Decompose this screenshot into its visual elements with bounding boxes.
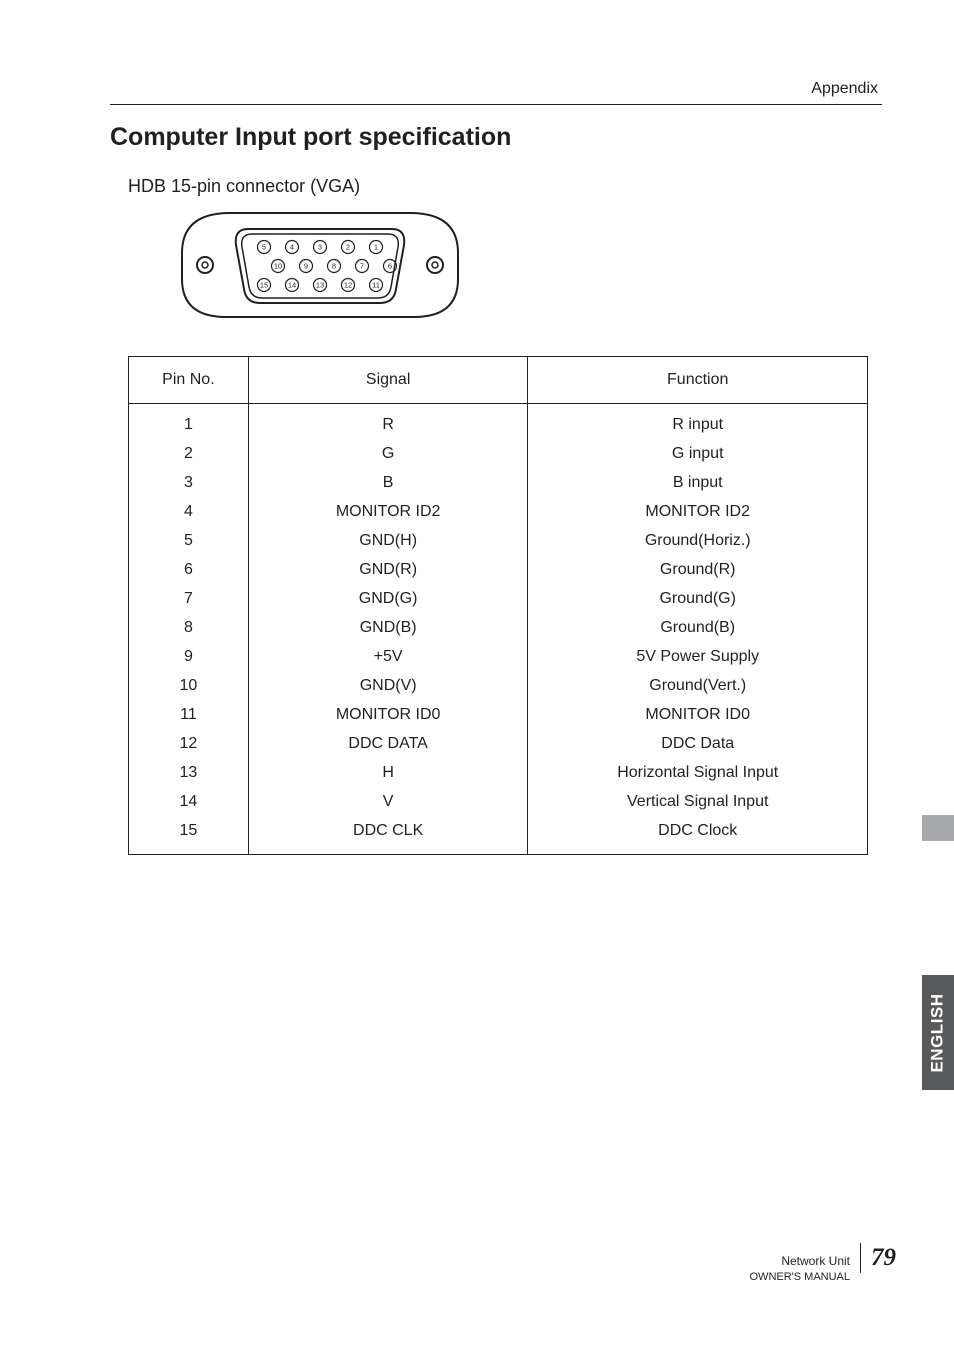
page: Appendix Computer Input port specificati…	[0, 0, 954, 1352]
cell-signal: GND(B)	[248, 614, 528, 643]
table-row: 14VVertical Signal Input	[129, 788, 868, 817]
table-header-row: Pin No. Signal Function	[129, 357, 868, 404]
table-row: 13HHorizontal Signal Input	[129, 759, 868, 788]
cell-function: G input	[528, 440, 868, 469]
cell-pin: 6	[129, 556, 249, 585]
header-section-label: Appendix	[110, 80, 882, 104]
cell-signal: B	[248, 469, 528, 498]
svg-text:2: 2	[346, 243, 350, 252]
svg-text:5: 5	[262, 243, 266, 252]
language-tab: ENGLISH	[922, 975, 954, 1090]
table-row: 4MONITOR ID2MONITOR ID2	[129, 498, 868, 527]
cell-function: Horizontal Signal Input	[528, 759, 868, 788]
side-tab-marker	[922, 815, 954, 841]
cell-signal: GND(V)	[248, 672, 528, 701]
cell-pin: 5	[129, 527, 249, 556]
svg-text:6: 6	[388, 262, 392, 271]
cell-pin: 12	[129, 730, 249, 759]
svg-text:7: 7	[360, 262, 364, 271]
cell-function: Vertical Signal Input	[528, 788, 868, 817]
table-row: 8GND(B)Ground(B)	[129, 614, 868, 643]
cell-signal: R	[248, 404, 528, 440]
cell-signal: DDC CLK	[248, 817, 528, 855]
svg-text:14: 14	[288, 281, 296, 290]
cell-pin: 2	[129, 440, 249, 469]
table-row: 6GND(R)Ground(R)	[129, 556, 868, 585]
cell-signal: MONITOR ID0	[248, 701, 528, 730]
vga-svg: 5 4 3 2 1 10 9 8 7 6 15 14 13 12 11	[170, 207, 470, 323]
cell-signal: V	[248, 788, 528, 817]
cell-function: MONITOR ID0	[528, 701, 868, 730]
cell-function: Ground(R)	[528, 556, 868, 585]
table-row: 9+5V5V Power Supply	[129, 643, 868, 672]
cell-pin: 9	[129, 643, 249, 672]
table-row: 1RR input	[129, 404, 868, 440]
col-header-pin: Pin No.	[129, 357, 249, 404]
page-footer: Network Unit 79 OWNER'S MANUAL	[750, 1243, 897, 1284]
col-header-signal: Signal	[248, 357, 528, 404]
cell-function: Ground(B)	[528, 614, 868, 643]
cell-signal: DDC DATA	[248, 730, 528, 759]
cell-signal: G	[248, 440, 528, 469]
cell-pin: 1	[129, 404, 249, 440]
cell-function: 5V Power Supply	[528, 643, 868, 672]
pinout-table: Pin No. Signal Function 1RR input2GG inp…	[128, 356, 868, 855]
cell-function: R input	[528, 404, 868, 440]
cell-signal: GND(G)	[248, 585, 528, 614]
cell-signal: GND(R)	[248, 556, 528, 585]
cell-function: DDC Clock	[528, 817, 868, 855]
svg-text:4: 4	[290, 243, 294, 252]
svg-text:11: 11	[372, 281, 380, 290]
table-row: 2GG input	[129, 440, 868, 469]
cell-pin: 3	[129, 469, 249, 498]
svg-text:1: 1	[374, 243, 378, 252]
svg-text:15: 15	[260, 281, 268, 290]
table-row: 15DDC CLKDDC Clock	[129, 817, 868, 855]
svg-text:10: 10	[274, 262, 282, 271]
cell-function: DDC Data	[528, 730, 868, 759]
table-row: 11MONITOR ID0MONITOR ID0	[129, 701, 868, 730]
cell-function: Ground(G)	[528, 585, 868, 614]
page-number: 79	[871, 1243, 896, 1273]
cell-pin: 15	[129, 817, 249, 855]
table-row: 10GND(V)Ground(Vert.)	[129, 672, 868, 701]
language-label: ENGLISH	[928, 993, 948, 1072]
table-row: 5GND(H)Ground(Horiz.)	[129, 527, 868, 556]
cell-signal: H	[248, 759, 528, 788]
cell-pin: 14	[129, 788, 249, 817]
cell-pin: 4	[129, 498, 249, 527]
page-title: Computer Input port specification	[110, 123, 882, 152]
cell-pin: 7	[129, 585, 249, 614]
cell-pin: 8	[129, 614, 249, 643]
connector-subtitle: HDB 15-pin connector (VGA)	[128, 176, 882, 197]
cell-pin: 13	[129, 759, 249, 788]
cell-function: MONITOR ID2	[528, 498, 868, 527]
cell-pin: 11	[129, 701, 249, 730]
footer-divider	[860, 1243, 861, 1273]
svg-text:13: 13	[316, 281, 324, 290]
table-row: 12DDC DATADDC Data	[129, 730, 868, 759]
cell-signal: MONITOR ID2	[248, 498, 528, 527]
svg-text:9: 9	[304, 262, 308, 271]
header-rule	[110, 104, 882, 105]
cell-function: Ground(Vert.)	[528, 672, 868, 701]
table-row: 7GND(G)Ground(G)	[129, 585, 868, 614]
svg-text:3: 3	[318, 243, 322, 252]
cell-signal: +5V	[248, 643, 528, 672]
cell-signal: GND(H)	[248, 527, 528, 556]
svg-text:8: 8	[332, 262, 336, 271]
cell-function: Ground(Horiz.)	[528, 527, 868, 556]
svg-text:12: 12	[344, 281, 352, 290]
cell-pin: 10	[129, 672, 249, 701]
cell-function: B input	[528, 469, 868, 498]
table-row: 3BB input	[129, 469, 868, 498]
col-header-function: Function	[528, 357, 868, 404]
vga-connector-diagram: 5 4 3 2 1 10 9 8 7 6 15 14 13 12 11	[170, 207, 882, 328]
